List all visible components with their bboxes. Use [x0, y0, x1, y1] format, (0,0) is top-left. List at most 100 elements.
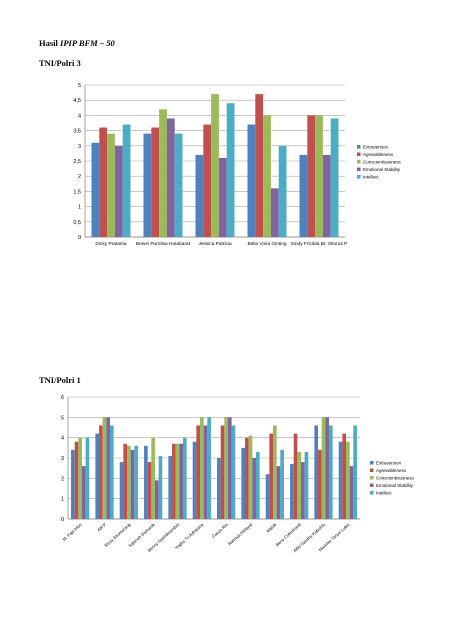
- y-tick-label: 3,5: [73, 129, 81, 135]
- bar: [158, 455, 163, 519]
- bar: [293, 433, 298, 519]
- bar: [151, 437, 155, 519]
- legend-swatch: [370, 468, 374, 472]
- x-tick-label: Jessica Patricia: [198, 241, 232, 247]
- y-tick-label: 2: [78, 174, 81, 180]
- y-tick-label: 5: [78, 83, 81, 89]
- section-heading-1: TNI/Polri 3: [39, 58, 81, 68]
- legend-swatch: [357, 152, 361, 156]
- y-tick-label: 0: [78, 235, 81, 241]
- bar: [91, 142, 100, 237]
- bar: [245, 437, 249, 519]
- bar: [175, 443, 180, 519]
- y-tick-label: 4: [78, 113, 81, 119]
- legend-swatch: [357, 160, 361, 164]
- page-title-italic: IPIP BFM – 50: [60, 38, 115, 48]
- legend-label: Emotional Stability: [363, 167, 401, 172]
- bar: [74, 441, 79, 519]
- x-tick-label: Bella Vinia Ginting: [247, 241, 286, 247]
- bar: [247, 124, 256, 237]
- x-tick-label: Caeza Rio: [211, 522, 230, 540]
- bar: [349, 466, 354, 519]
- legend-swatch: [370, 461, 374, 465]
- y-tick-label: 5: [61, 415, 64, 421]
- legend-label: Intellect: [363, 175, 379, 180]
- y-tick-label: 2: [61, 476, 64, 482]
- bar: [269, 433, 274, 519]
- bar: [123, 443, 128, 519]
- bar: [241, 447, 246, 519]
- y-tick-label: 1: [61, 497, 64, 503]
- legend-label: Emotional Stability: [376, 483, 414, 488]
- y-tick-label: 3: [78, 144, 81, 150]
- bar: [159, 109, 167, 237]
- y-tick-label: 4: [61, 436, 64, 442]
- bar: [265, 474, 270, 519]
- bar: [227, 417, 232, 519]
- legend-swatch: [357, 167, 361, 171]
- x-tick-label: Sindy Fricilda Br. Sitorus P: [291, 241, 348, 247]
- bar: [255, 94, 264, 238]
- bar: [263, 115, 271, 237]
- bar: [95, 433, 100, 519]
- bar: [226, 103, 235, 238]
- bar: [314, 425, 319, 519]
- bar: [280, 449, 284, 519]
- legend-label: Extraversion: [376, 461, 402, 466]
- bar: [192, 441, 197, 519]
- bar: [300, 462, 305, 519]
- bar: [248, 435, 253, 519]
- bar: [143, 133, 152, 237]
- bar: [321, 417, 326, 519]
- bar: [99, 127, 108, 237]
- y-tick-label: 0: [61, 517, 64, 523]
- bar: [203, 425, 208, 519]
- bar: [107, 133, 115, 237]
- bar: [224, 417, 228, 519]
- bar: [217, 458, 221, 519]
- x-tick-label: Rahmat Hidayat: [227, 521, 254, 546]
- legend-swatch: [370, 483, 374, 487]
- x-tick-label: Wahib: [265, 522, 278, 534]
- page-title: Hasil IPIP BFM – 50: [39, 38, 115, 48]
- bar: [330, 118, 339, 237]
- bar: [122, 124, 131, 237]
- x-tick-label: Bewei Purnilsa Hutabarat: [136, 241, 191, 247]
- bar: [290, 464, 294, 519]
- bar: [220, 425, 225, 519]
- bar: [109, 425, 114, 519]
- bar: [151, 127, 160, 237]
- legend-swatch: [370, 476, 374, 480]
- bar: [106, 417, 110, 519]
- y-tick-label: 6: [61, 395, 64, 401]
- legend-label: Agreeableness: [376, 468, 407, 473]
- bar: [278, 145, 287, 237]
- bar: [119, 462, 124, 519]
- bar: [130, 449, 135, 519]
- bar: [299, 154, 308, 237]
- bar: [276, 466, 281, 519]
- bar: [353, 425, 357, 519]
- bar: [315, 115, 323, 237]
- bar: [144, 445, 148, 519]
- bar: [78, 437, 82, 519]
- bar: [211, 94, 219, 238]
- legend-swatch: [370, 491, 374, 495]
- x-tick-label: Dicky Pratama: [95, 241, 127, 247]
- x-tick-label: M. Fajri Irfan: [62, 522, 84, 542]
- bar: [154, 480, 159, 519]
- bar: [304, 451, 309, 519]
- section-heading-2: TNI/Polri 1: [39, 375, 81, 385]
- bar: [179, 443, 183, 519]
- bar: [338, 441, 343, 519]
- bar: [325, 417, 329, 519]
- bar: [318, 449, 322, 519]
- bar: [322, 154, 331, 237]
- bar: [307, 115, 316, 237]
- x-tick-label: Alif P: [96, 522, 107, 533]
- bar: [134, 445, 138, 519]
- bar: [168, 455, 173, 519]
- bar: [203, 124, 212, 237]
- bar: [346, 441, 350, 519]
